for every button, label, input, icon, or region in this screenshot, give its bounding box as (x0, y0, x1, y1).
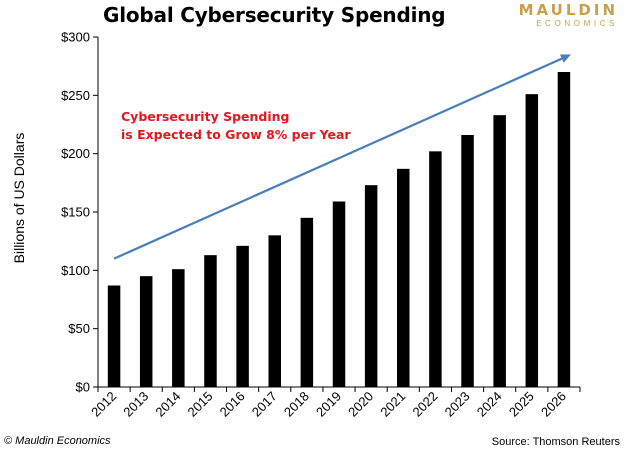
x-tick-label: 2019 (313, 389, 344, 420)
x-tick-label: 2017 (249, 389, 280, 420)
x-tick-label: 2014 (152, 389, 183, 420)
x-tick-label: 2016 (217, 389, 248, 420)
y-tick-label: $200 (61, 146, 90, 161)
x-tick-label: 2021 (377, 389, 408, 420)
x-tick-label: 2012 (88, 389, 119, 420)
bar (493, 115, 506, 388)
y-tick-label: $0 (76, 380, 90, 395)
bar (429, 151, 442, 387)
source-text: Source: Thomson Reuters (491, 436, 620, 448)
bar (332, 201, 346, 387)
trend-arrow-line (113, 57, 563, 260)
logo-line2: ECONOMICS (536, 19, 618, 28)
chart-title: Global Cybersecurity Spending (103, 3, 446, 27)
annotation-line: Cybersecurity Spending (121, 109, 289, 124)
bar (139, 276, 153, 387)
y-tick-label: $250 (61, 88, 90, 103)
x-tick-label: 2013 (120, 389, 151, 420)
x-tick-label: 2018 (281, 389, 312, 420)
y-tick-label: $50 (68, 321, 90, 336)
annotation: Cybersecurity Spending is Expected to Gro… (121, 109, 351, 142)
y-tick-label: $150 (61, 205, 90, 220)
x-tick-label: 2015 (185, 389, 216, 420)
trend-arrow-head (559, 54, 571, 63)
bar (236, 245, 249, 387)
x-tick-label: 2022 (409, 389, 440, 420)
x-tick-label: 2025 (506, 389, 537, 420)
mauldin-economics-logo: MAULDIN ECONOMICS (518, 1, 618, 29)
y-axis: $0 $50 $100 $150 $200 $250 $300 (61, 30, 99, 395)
x-tick-label: 2026 (538, 389, 569, 420)
bar (525, 94, 539, 388)
bar (397, 168, 410, 387)
bar (364, 185, 378, 387)
y-tick-label: $100 (61, 263, 90, 278)
trend-arrow (113, 54, 571, 260)
x-tick-label: 2024 (474, 389, 505, 420)
bar (300, 217, 314, 387)
bar (557, 72, 571, 387)
annotation-line: is Expected to Grow 8% per Year (121, 127, 351, 142)
bar (268, 235, 281, 387)
bar (172, 269, 185, 387)
x-tick-label: 2020 (345, 389, 376, 420)
x-tick-label: 2023 (442, 389, 473, 420)
x-axis: 2012 2013 2014 2015 2016 2017 2018 2019 2020 2021… (88, 386, 581, 420)
copyright-text: © Mauldin Economics (4, 435, 111, 447)
bars (107, 72, 571, 388)
bar (107, 285, 121, 387)
y-tick-label: $300 (61, 30, 90, 45)
bar (204, 255, 217, 387)
logo-line1: MAULDIN (518, 1, 618, 19)
bar (461, 135, 474, 387)
